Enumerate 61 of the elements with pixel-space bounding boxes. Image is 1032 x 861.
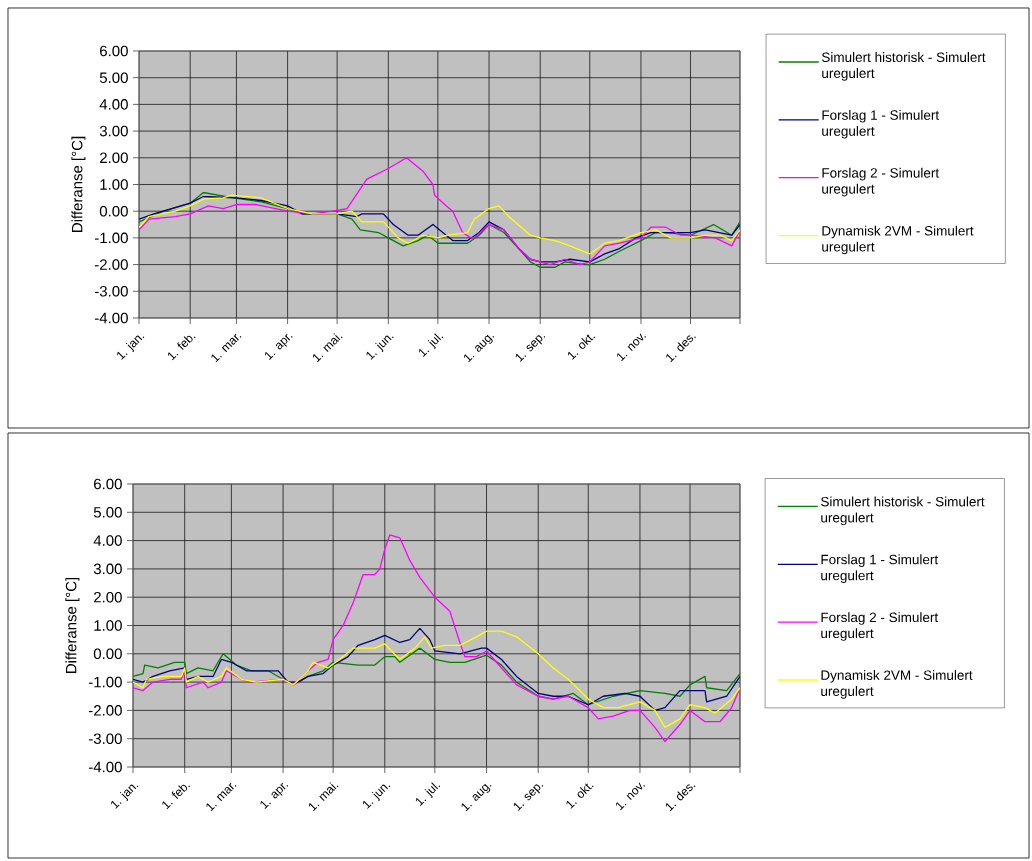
y-tick-label: 5.00 [99,72,128,83]
x-tick-label: 1. aug. [461,783,492,812]
legend-label: Forslag 2 - Simulert uregulert [821,612,939,641]
x-tick-label: 1. nov. [616,782,646,811]
legend-label: Forslag 1 - Simulert uregulert [821,554,939,583]
x-tick-label: 1. des. [666,335,696,363]
x-tick-label: 1. mar. [211,333,242,363]
y-tick-label: 1.00 [100,179,128,190]
x-tick-label: 1. des. [665,784,696,812]
y-tick-label: -4.00 [94,312,128,324]
y-axis-title: Differanse [°C] [71,136,86,232]
y-tick-label: -2.00 [94,259,128,270]
x-tick-label: 1. mar. [206,782,237,812]
y-tick-label: -1.00 [88,676,122,688]
x-tick-label: 1. okt. [566,783,594,809]
x-tick-label: 1. jul. [415,782,441,806]
x-tick-label: 1. jan. [117,335,145,360]
x-tick-label: 1. nov. [617,333,647,362]
y-tick-label: -3.00 [88,733,122,744]
y-tick-label: -1.00 [94,232,128,244]
y-tick-label: 4.00 [93,535,122,546]
line-series [139,157,741,266]
x-tick-label: 1. apr. [264,333,293,360]
x-tick-label: 1. sep. [515,335,546,362]
y-tick-label: 1.00 [94,620,122,631]
y-tick-label: 0.00 [93,648,122,660]
legend-label: Forslag 2 - Simulert uregulert [822,167,940,197]
y-tick-label: 0.00 [99,205,128,217]
x-tick-label: 1. feb. [167,335,196,361]
y-tick-label: 5.00 [93,506,122,518]
y-tick-label: 4.00 [99,99,128,110]
line-series [133,534,741,743]
y-tick-label: 2.00 [100,152,128,164]
y-tick-label: -4.00 [88,761,122,773]
y-tick-label: 2.00 [94,591,122,603]
y-tick-label: 6.00 [94,478,122,490]
y-axis-title: Differanse [°C] [65,577,80,673]
line-series [133,647,741,706]
x-tick-label: 1. sep. [513,784,544,811]
legend-label: Dynamisk 2VM - Simulert uregulert [821,670,973,699]
x-tick-label: 1. apr. [260,782,289,809]
x-tick-label: 1. jun. [362,784,391,809]
x-tick-label: 1. mai. [308,782,339,812]
y-tick-label: 3.00 [93,563,122,575]
y-tick-label: -2.00 [88,705,122,716]
y-tick-label: 6.00 [100,45,128,57]
legend-label: Simulert historisk - Simulert uregulert [821,52,986,81]
line-series [133,630,741,729]
legend-label: Simulert historisk - Simulert uregulert [821,496,985,526]
y-tick-label: -3.00 [94,285,128,297]
x-tick-label: 1. aug. [464,334,495,363]
x-tick-label: 1. jul. [418,333,444,357]
line-series [133,627,741,712]
x-tick-label: 1. okt. [567,334,596,360]
x-tick-label: 1. jun. [366,335,394,360]
x-tick-label: 1. mai. [312,333,343,363]
x-tick-label: 1. feb. [162,784,191,810]
x-tick-label: 1. jan. [111,784,139,809]
y-tick-label: 3.00 [99,125,128,137]
legend-label: Forslag 1 - Simulert uregulert [822,109,940,139]
legend-label: Dynamisk 2VM - Simulert uregulert [822,225,974,255]
